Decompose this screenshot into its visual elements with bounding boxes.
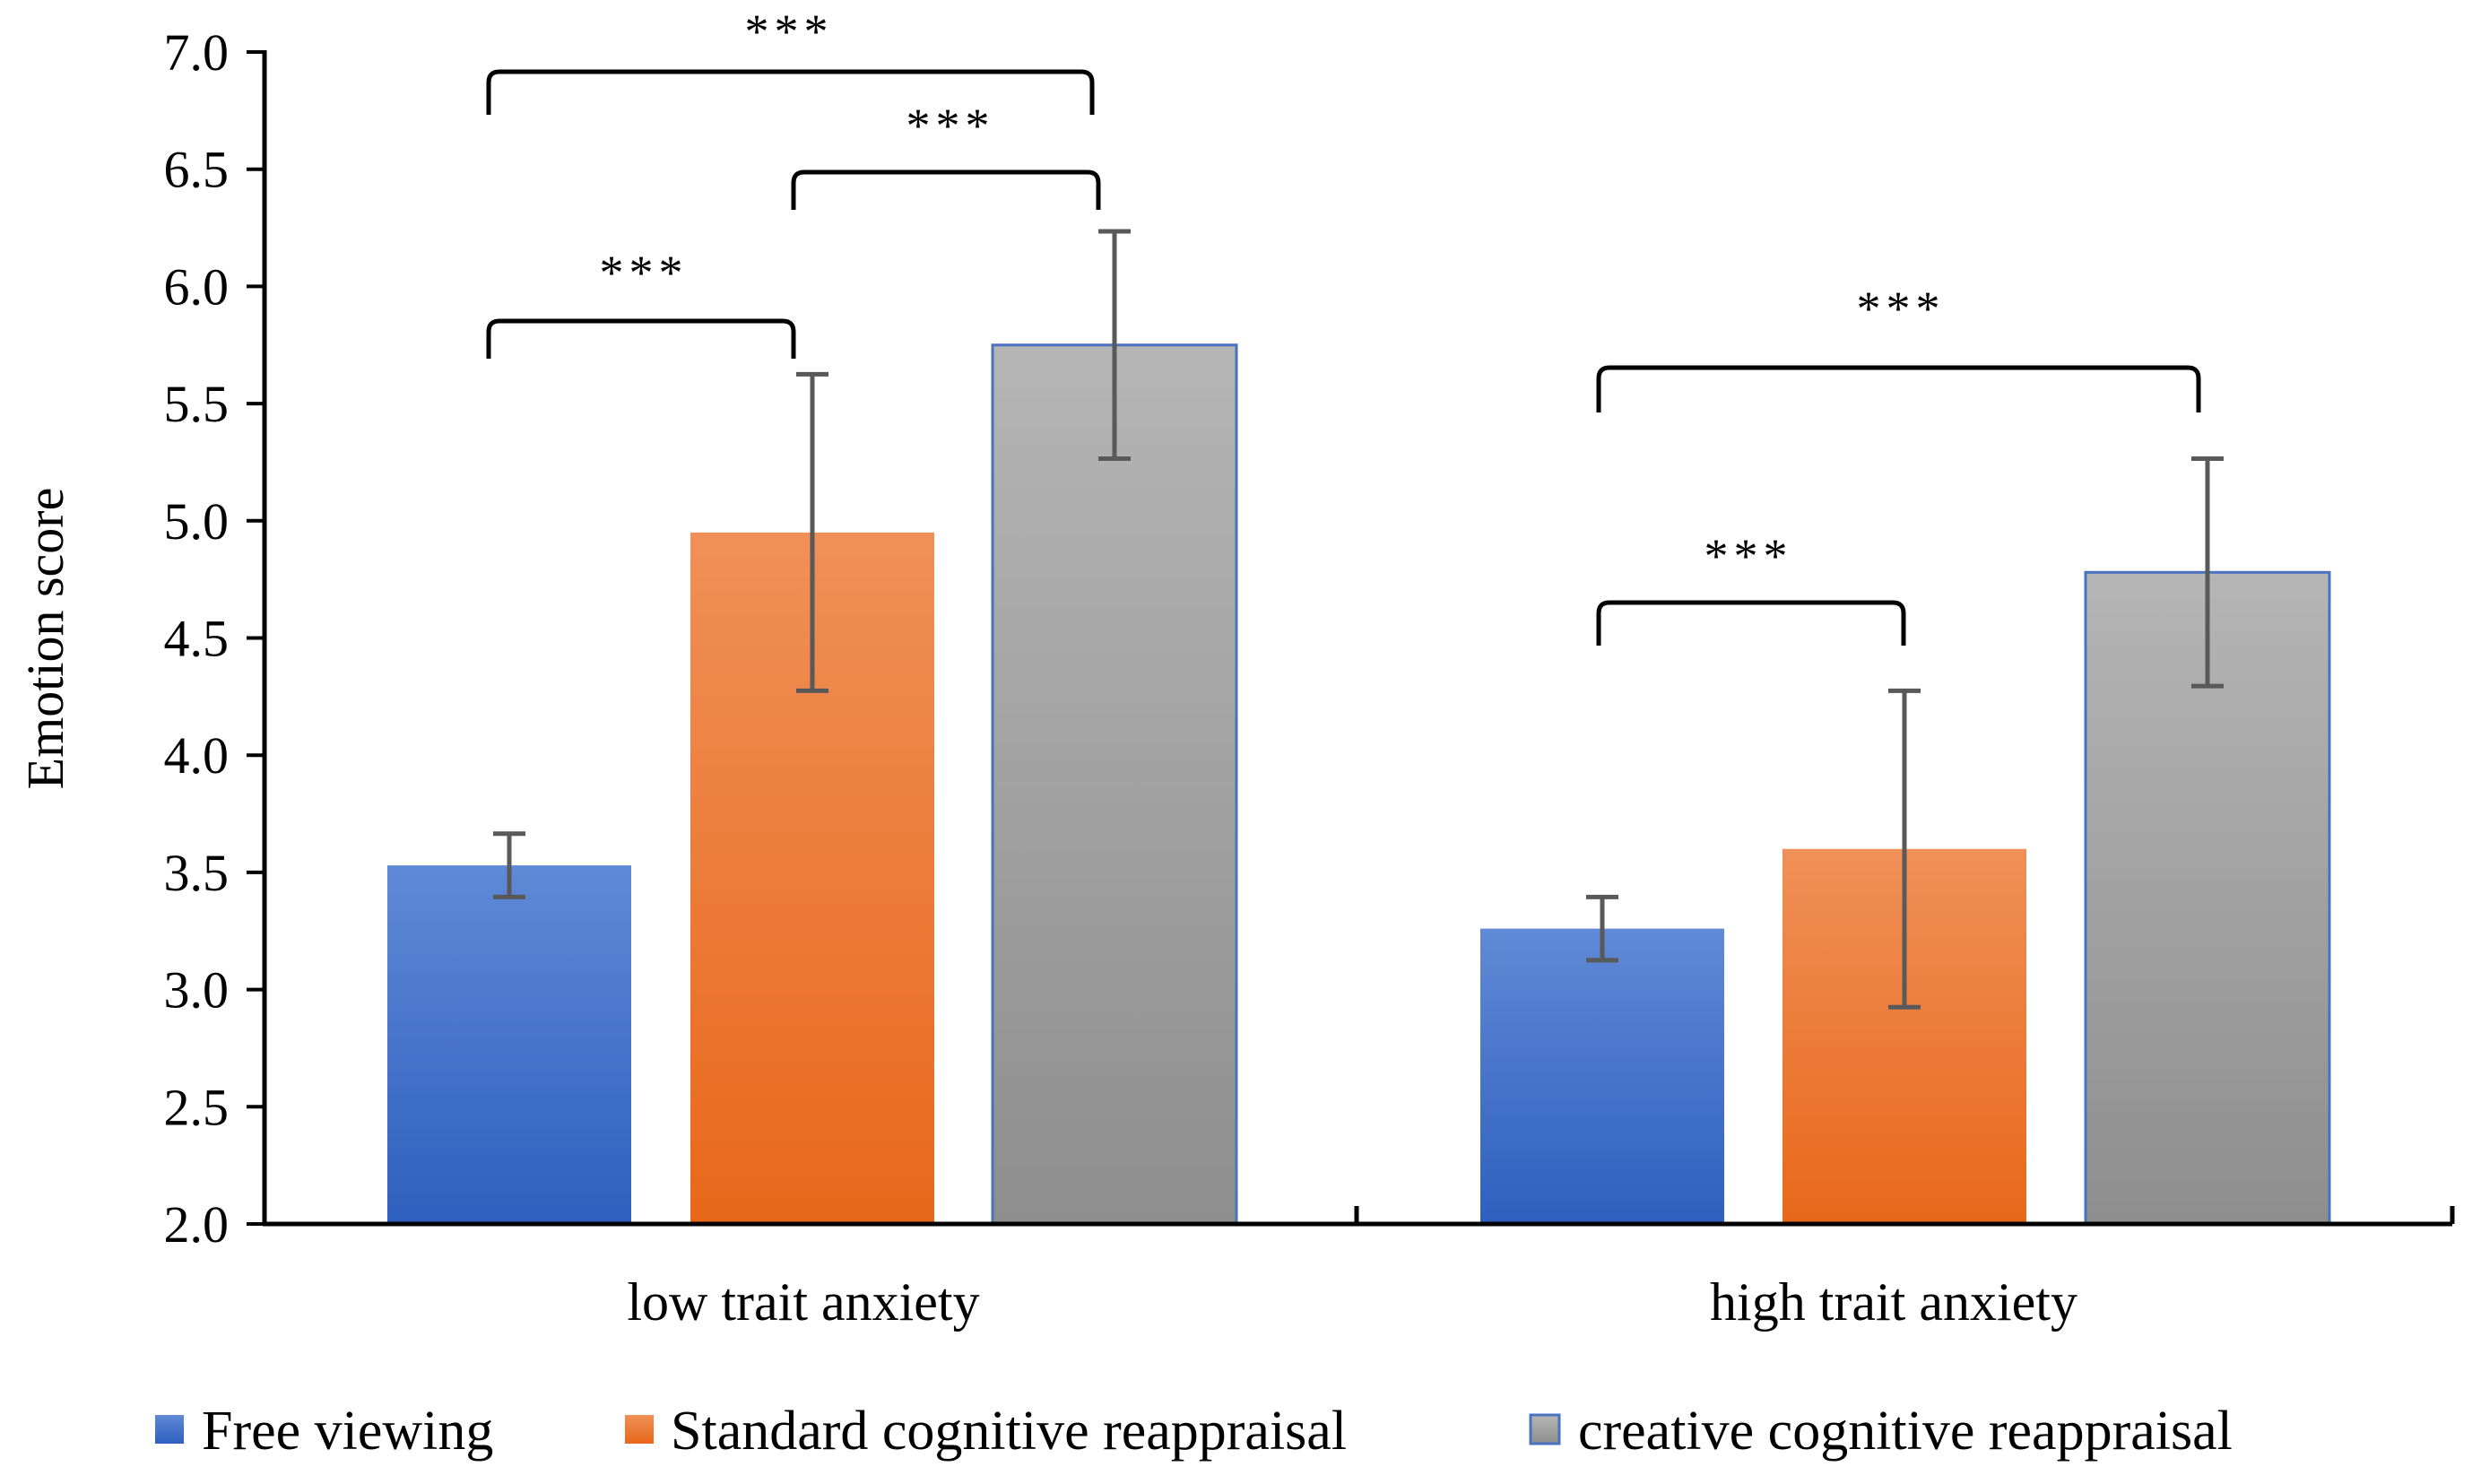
y-tick-label: 2.5 [164, 1078, 230, 1136]
y-tick-label: 6.5 [164, 141, 230, 199]
legend-item: creative cognitive reappraisal [1529, 1401, 2233, 1462]
bracket-line [1596, 600, 1906, 646]
legend-swatch [1529, 1413, 1561, 1445]
error-bar [1098, 229, 1131, 462]
error-bar [1586, 894, 1618, 963]
legend-label: creative cognitive reappraisal [1578, 1401, 2233, 1462]
x-category-label: high trait anxiety [1710, 1272, 2077, 1332]
y-tick-label: 3.0 [164, 961, 230, 1020]
significance-bracket: *** [1596, 282, 2201, 412]
y-tick-label: 4.0 [164, 726, 230, 785]
x-axis-category-labels: low trait anxiety high trait anxiety [627, 1272, 2077, 1332]
bracket-line [1596, 365, 2201, 412]
bar [991, 343, 1238, 1226]
y-axis-title: Emotion score [16, 488, 74, 790]
significance-label: *** [906, 99, 995, 152]
y-tick-label: 3.5 [164, 844, 230, 902]
bar [1480, 928, 1724, 1224]
significance-brackets: *** *** *** *** *** [486, 4, 2201, 646]
error-bar [2191, 456, 2224, 689]
significance-label: *** [1857, 282, 1946, 335]
axes [262, 50, 2455, 1227]
legend: Free viewing Standard cognitive reapprais… [155, 1401, 2233, 1462]
y-tick-label: 4.5 [164, 610, 230, 668]
error-bars [493, 229, 2224, 1010]
error-bar [1888, 688, 1921, 1010]
legend-item: Free viewing [155, 1401, 493, 1462]
legend-label: Standard cognitive reappraisal [671, 1401, 1347, 1462]
legend-item: Standard cognitive reappraisal [625, 1401, 1347, 1462]
y-tick-label: 5.5 [164, 375, 230, 433]
bracket-line [486, 69, 1095, 115]
y-tick-label: 5.0 [164, 492, 230, 551]
legend-swatch [155, 1415, 184, 1444]
significance-label: *** [1704, 529, 1793, 583]
significance-bracket: *** [791, 99, 1101, 210]
significance-label: *** [745, 4, 834, 58]
bracket-line [486, 318, 796, 359]
bar [387, 865, 631, 1224]
significance-label: *** [600, 246, 689, 299]
y-tick-label: 6.0 [164, 257, 230, 316]
bracket-line [791, 169, 1101, 210]
legend-label: Free viewing [202, 1401, 493, 1462]
y-axis-title-group: Emotion score [16, 488, 74, 790]
y-tick-label: 2.0 [164, 1195, 230, 1254]
error-bar [493, 831, 525, 899]
x-category-label: low trait anxiety [627, 1272, 979, 1332]
bars [387, 343, 2331, 1226]
significance-bracket: *** [486, 246, 796, 359]
error-bar [796, 371, 828, 693]
legend-swatch [625, 1415, 654, 1444]
significance-bracket: *** [486, 4, 1095, 115]
y-axis-ticks: 2.0 2.5 3.0 3.5 4.0 4.5 5.0 5.5 6.0 6.5 7.0 [164, 23, 265, 1254]
significance-bracket: *** [1596, 529, 1906, 646]
y-tick-label: 7.0 [164, 23, 230, 82]
